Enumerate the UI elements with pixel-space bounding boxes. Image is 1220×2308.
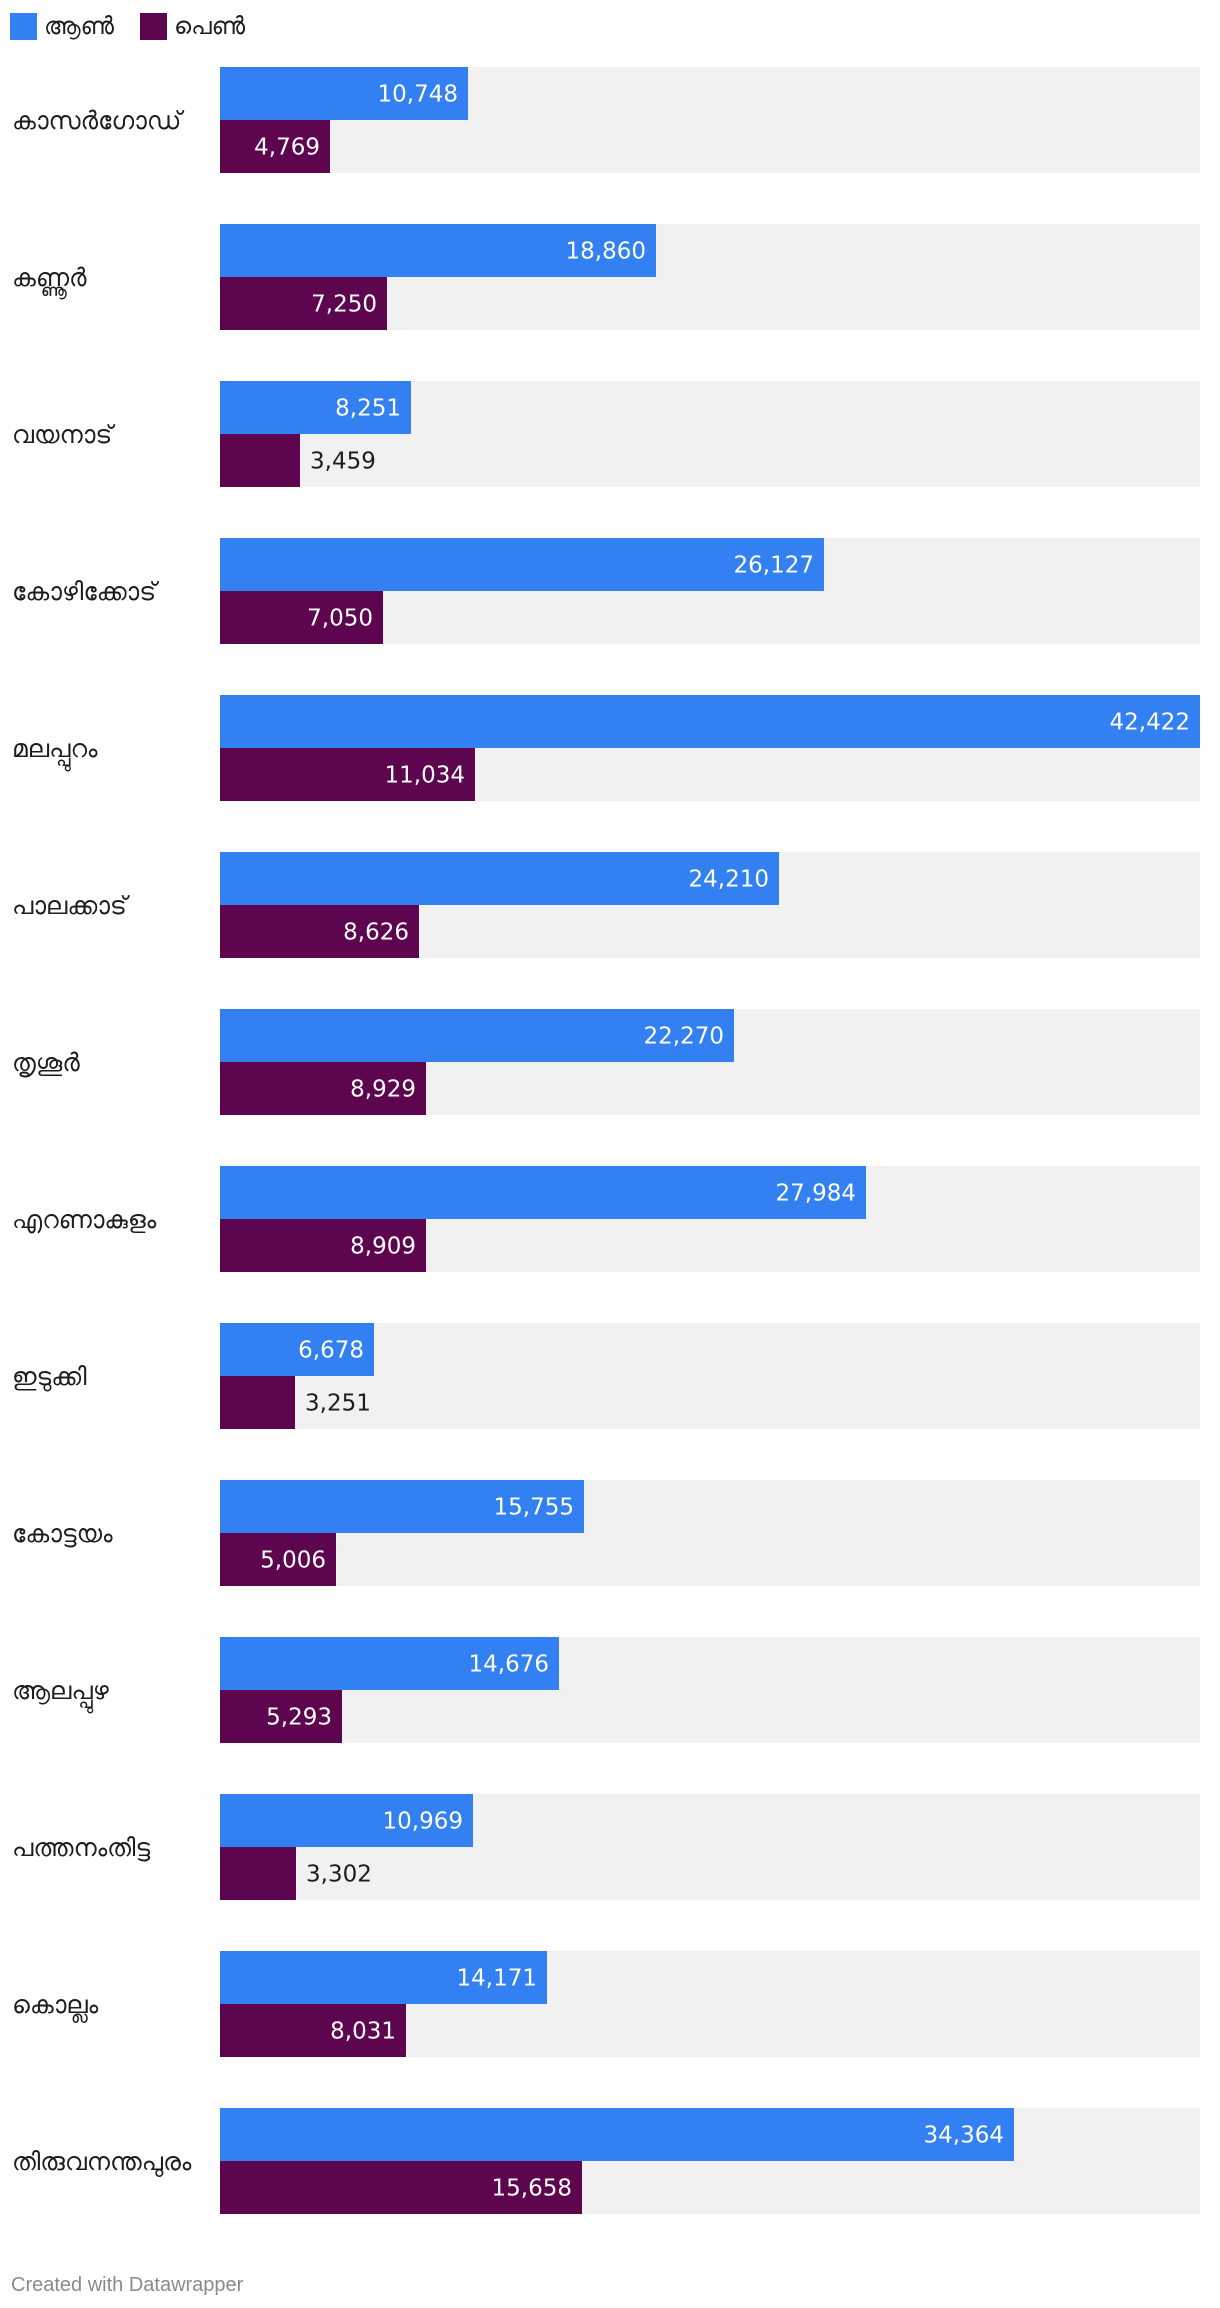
bar-value-label: 8,929: [350, 1077, 416, 1103]
bar-value-label: 5,293: [266, 1705, 332, 1731]
category-label: ഇടുക്കി: [12, 1362, 87, 1392]
bar-male: [220, 1951, 547, 2004]
bar-value-label: 11,034: [385, 763, 465, 789]
bar-female: [220, 1847, 296, 1900]
bar-value-label: 10,748: [378, 82, 458, 108]
legend-item: ആൺ: [10, 12, 115, 40]
category-label: തൃശൂർ: [12, 1048, 80, 1077]
bar-male: [220, 381, 411, 434]
bar-value-label: 26,127: [734, 553, 814, 579]
bar-female: [220, 2004, 406, 2057]
bar-value-label: 15,755: [494, 1495, 574, 1521]
chart-row: തൃശൂർ 22,270 8,929: [12, 1009, 1200, 1115]
bar-value-label: 3,459: [310, 449, 376, 475]
chart-row: തിരുവനന്തപുരം 34,364 15,658: [12, 2108, 1200, 2214]
bar-value-label: 8,031: [330, 2019, 396, 2045]
category-label: കാസർഗോഡ്: [12, 106, 185, 135]
bar-value-label: 27,984: [776, 1181, 856, 1207]
bar-value-label: 24,210: [689, 867, 769, 893]
bar-female: [220, 591, 383, 644]
bar-female: [220, 1219, 426, 1272]
bar-male: [220, 1166, 866, 1219]
row-background: [220, 1323, 1200, 1429]
bar-female: [220, 434, 300, 487]
legend-swatch: [140, 13, 167, 40]
bar-male: [220, 538, 824, 591]
bar-female: [220, 2161, 582, 2214]
category-label: കോട്ടയം: [12, 1519, 113, 1548]
chart-row: കോട്ടയം 15,755 5,006: [12, 1480, 1200, 1586]
chart-row: പാലക്കാട് 24,210 8,626: [12, 852, 1200, 958]
legend: ആൺ പെൺ: [10, 12, 246, 40]
bar-male: [220, 2108, 1014, 2161]
category-label: കണ്ണൂർ: [12, 263, 87, 300]
bar-female: [220, 1062, 426, 1115]
chart-row: എറണാകുളം 27,984 8,909: [12, 1166, 1200, 1272]
chart-row: പത്തനംതിട്ട 10,969 3,302: [12, 1794, 1200, 1900]
bar-value-label: 14,171: [457, 1966, 537, 1992]
bar-value-label: 18,860: [566, 239, 646, 265]
category-label: എറണാകുളം: [12, 1205, 157, 1234]
bar-female: [220, 1533, 336, 1586]
bar-value-label: 42,422: [1110, 710, 1190, 736]
bar-value-label: 7,050: [307, 606, 373, 632]
chart-row: കാസർഗോഡ് 10,748 4,769: [12, 67, 1200, 173]
bar-male: [220, 1637, 559, 1690]
bar-value-label: 8,251: [335, 396, 401, 422]
bar-value-label: 7,250: [311, 292, 377, 318]
bar-male: [220, 224, 656, 277]
category-label: തിരുവനന്തപുരം: [12, 2147, 192, 2177]
bar-value-label: 8,909: [350, 1234, 416, 1260]
bar-value-label: 8,626: [343, 920, 409, 946]
chart-row: കൊല്ലം 14,171 8,031: [12, 1951, 1200, 2057]
bar-female: [220, 277, 387, 330]
chart-row: കണ്ണൂർ 18,860 7,250: [12, 224, 1200, 330]
category-label: വയനാട്: [12, 420, 116, 449]
category-label: കൊല്ലം: [12, 1990, 99, 2023]
chart-row: ആലപ്പുഴ 14,676 5,293: [12, 1637, 1200, 1743]
chart-row: മലപ്പുറം 42,422 11,034: [12, 695, 1200, 801]
bar-male: [220, 1480, 584, 1533]
bar-male: [220, 67, 468, 120]
bar-male: [220, 1323, 374, 1376]
bar-value-label: 5,006: [260, 1548, 326, 1574]
bar-value-label: 10,969: [383, 1809, 463, 1835]
bar-value-label: 22,270: [644, 1024, 724, 1050]
bar-female: [220, 120, 330, 173]
bar-male: [220, 695, 1200, 748]
bar-value-label: 15,658: [492, 2176, 572, 2202]
chart-rows: കാസർഗോഡ് 10,748 4,769 കണ്ണൂർ 18,860 7,250 വയനാ…: [12, 67, 1200, 2214]
bar-female: [220, 1690, 342, 1743]
bar-female: [220, 748, 475, 801]
legend-item: പെൺ: [140, 12, 246, 40]
footer-credit: Created with Datawrapper: [11, 2274, 244, 2296]
category-label: കോഴിക്കോട്: [12, 577, 160, 606]
bar-male: [220, 1794, 473, 1847]
bar-value-label: 3,251: [305, 1391, 371, 1417]
legend-label: ആൺ: [44, 12, 115, 40]
chart-row: വയനാട് 8,251 3,459: [12, 381, 1200, 487]
bar-male: [220, 852, 779, 905]
category-label: പത്തനംതിട്ട: [12, 1833, 150, 1862]
chart-row: ഇടുക്കി 6,678 3,251: [12, 1323, 1200, 1429]
bar-value-label: 34,364: [924, 2123, 1004, 2149]
category-label: പാലക്കാട്: [12, 891, 131, 920]
category-label: ആലപ്പുഴ: [12, 1676, 110, 1713]
bar-value-label: 6,678: [298, 1338, 364, 1364]
bar-value-label: 3,302: [306, 1862, 372, 1888]
bar-female: [220, 1376, 295, 1429]
chart-row: കോഴിക്കോട് 26,127 7,050: [12, 538, 1200, 644]
category-label: മലപ്പുറം: [12, 734, 98, 771]
legend-label: പെൺ: [174, 12, 246, 40]
legend-swatch: [10, 13, 37, 40]
bar-female: [220, 905, 419, 958]
bar-value-label: 14,676: [469, 1652, 549, 1678]
bar-male: [220, 1009, 734, 1062]
bar-value-label: 4,769: [254, 135, 320, 161]
